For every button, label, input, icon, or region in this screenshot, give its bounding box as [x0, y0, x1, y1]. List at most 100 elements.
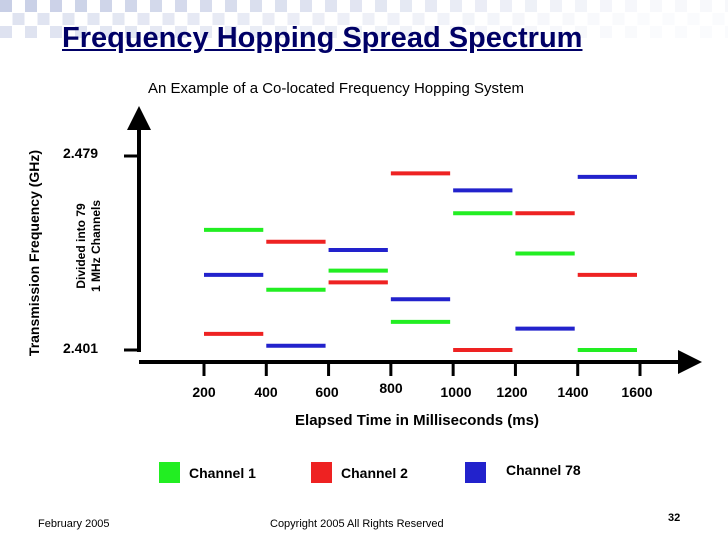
x-tick-label: 1000	[440, 384, 472, 400]
checker-square	[512, 13, 525, 25]
footer-date: February 2005	[38, 518, 110, 530]
checker-square	[375, 0, 387, 12]
checker-square	[312, 13, 325, 25]
checker-square	[125, 0, 137, 12]
checker-square	[25, 0, 37, 12]
checker-square	[400, 26, 412, 38]
checker-square	[187, 13, 200, 25]
checker-square	[75, 0, 87, 12]
checker-square	[300, 26, 312, 38]
x-tick-label: 800	[379, 380, 403, 396]
checker-square	[475, 26, 487, 38]
checker-square	[175, 26, 187, 38]
checker-square	[225, 0, 237, 12]
checker-square	[600, 26, 612, 38]
checker-square	[450, 26, 462, 38]
checker-square	[112, 13, 125, 25]
checker-square	[412, 13, 425, 25]
checker-square	[600, 0, 612, 12]
checker-square	[337, 13, 350, 25]
checker-square	[125, 26, 137, 38]
checker-square	[150, 0, 162, 12]
checker-square	[700, 0, 712, 12]
legend-swatch-channel-78	[465, 462, 486, 483]
checker-square	[650, 0, 662, 12]
checker-square	[250, 0, 262, 12]
checker-square	[300, 0, 312, 12]
checker-square	[675, 0, 687, 12]
checker-square	[462, 13, 475, 25]
checker-square	[100, 0, 112, 12]
y-tick-label-bottom: 2.401	[63, 340, 99, 356]
checker-square	[587, 13, 600, 25]
legend-swatch-channel-2	[311, 462, 332, 483]
checker-square	[362, 13, 375, 25]
checker-square	[250, 26, 262, 38]
checker-square	[50, 26, 62, 38]
checker-square	[475, 0, 487, 12]
checker-square	[525, 0, 537, 12]
x-tick-label: 200	[192, 384, 216, 400]
checker-square	[650, 26, 662, 38]
checker-square	[550, 0, 562, 12]
checker-square	[200, 0, 212, 12]
checker-square	[562, 13, 575, 25]
checker-square	[375, 26, 387, 38]
y-axis-secondary-label-line2: 1 MHz Channels	[89, 199, 103, 293]
x-axis-label: Elapsed Time in Milliseconds (ms)	[295, 412, 539, 429]
checker-square	[137, 13, 150, 25]
checker-square	[225, 26, 237, 38]
checker-square	[0, 0, 12, 12]
y-axis-label: Transmission Frequency (GHz)	[26, 149, 42, 357]
checker-square	[625, 0, 637, 12]
checker-square	[325, 0, 337, 12]
checker-square	[550, 26, 562, 38]
x-tick-label: 1600	[621, 384, 653, 400]
checker-square	[712, 13, 725, 25]
checker-square	[387, 13, 400, 25]
checker-square	[450, 0, 462, 12]
checker-square	[725, 0, 728, 12]
checker-square	[687, 13, 700, 25]
checker-square	[0, 26, 12, 38]
checker-square	[437, 13, 450, 25]
legend-label-channel-2: Channel 2	[341, 465, 408, 481]
checker-square	[662, 13, 675, 25]
checker-square	[625, 26, 637, 38]
checker-square	[425, 26, 437, 38]
y-axis-secondary-label-line1: Divided into 79	[74, 203, 88, 289]
checker-square	[725, 26, 728, 38]
checker-square	[62, 13, 75, 25]
checker-square	[525, 26, 537, 38]
legend-swatch-channel-1	[159, 462, 180, 483]
y-tick-label-top: 2.479	[63, 145, 99, 161]
checker-square	[700, 26, 712, 38]
page-number: 32	[668, 512, 681, 524]
checker-square	[487, 13, 500, 25]
checker-square	[612, 13, 625, 25]
title-bar-checker-pattern	[0, 0, 728, 38]
checker-square	[12, 13, 25, 25]
checker-square	[162, 13, 175, 25]
x-tick-label: 1400	[557, 384, 589, 400]
checker-square	[637, 13, 650, 25]
checker-square	[287, 13, 300, 25]
footer-copyright: Copyright 2005 All Rights Reserved	[270, 518, 444, 530]
checker-square	[350, 26, 362, 38]
checker-square	[575, 26, 587, 38]
x-tick-label: 400	[254, 384, 278, 400]
checker-square	[100, 26, 112, 38]
checker-square	[400, 0, 412, 12]
checker-square	[575, 0, 587, 12]
checker-square	[200, 26, 212, 38]
checker-square	[150, 26, 162, 38]
checker-square	[212, 13, 225, 25]
checker-square	[325, 26, 337, 38]
checker-square	[275, 26, 287, 38]
checker-square	[350, 0, 362, 12]
legend-label-channel-78: Channel 78	[506, 462, 581, 478]
checker-square	[25, 26, 37, 38]
checker-square	[237, 13, 250, 25]
y-axis-secondary-label: Divided into 79 1 MHz Channels	[74, 200, 104, 292]
